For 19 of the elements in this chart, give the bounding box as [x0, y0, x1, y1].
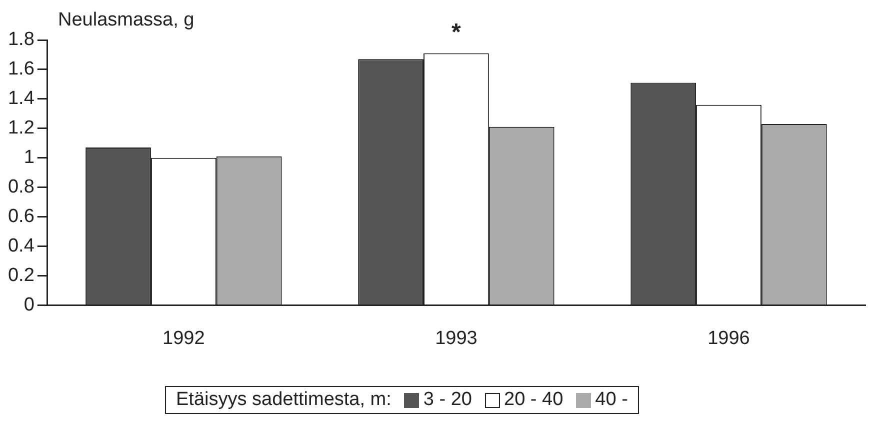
y-tick-label: 1.4: [8, 88, 35, 110]
y-tick-label: 0.4: [8, 236, 35, 256]
x-tick-label: 1992: [162, 328, 205, 349]
y-tick-label: 1: [24, 147, 34, 168]
y-tick-label: 0: [24, 294, 34, 316]
x-tick-label: 1996: [708, 328, 750, 349]
y-tick-label: 0.2: [8, 264, 34, 286]
y-axis-title: Neulasmassa, g: [58, 10, 194, 31]
y-tick-label: 0.6: [8, 206, 34, 228]
annotation: *: [452, 18, 462, 46]
y-tick-label: 1.2: [8, 118, 34, 139]
y-tick-label: 0.8: [8, 176, 34, 198]
legend-title: Etäisyys sadettimesta, m:: [176, 389, 392, 411]
y-tick-label: 1.8: [8, 29, 34, 50]
legend-label: 40 -: [595, 389, 628, 411]
legend-label: 20 - 40: [504, 389, 564, 411]
x-tick-label: 1993: [435, 328, 478, 349]
y-tick-label: 1.6: [8, 58, 34, 80]
legend-label: 3 - 20: [423, 389, 472, 411]
